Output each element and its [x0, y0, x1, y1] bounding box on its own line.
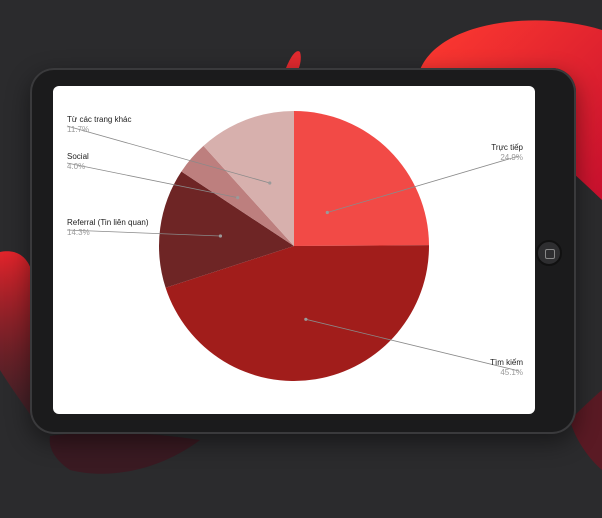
- decor-blob-bottom-left: [49, 432, 200, 474]
- pie-chart: [66, 111, 520, 382]
- label-referral: Referral (Tin liên quan) 14.3%: [67, 218, 149, 238]
- leader-dot: [325, 210, 329, 215]
- slice-label-percent: 24.9%: [500, 153, 523, 162]
- slice-label-name: Tìm kiếm: [490, 358, 523, 367]
- slice-label-name: Referral (Tin liên quan): [67, 218, 149, 227]
- tablet-home-button: [536, 240, 562, 266]
- decor-blob-top-center: [286, 51, 301, 70]
- decor-blob-left: [0, 251, 34, 420]
- pie-slice: [294, 111, 429, 246]
- leader-line: [66, 229, 221, 237]
- leader-line: [66, 125, 270, 184]
- label-tu-cac-trang-khac: Từ các trang khác 11.7%: [67, 115, 132, 135]
- pie-slice: [165, 245, 430, 382]
- pie-slice: [203, 111, 294, 246]
- leader-dot: [218, 234, 223, 238]
- pie-slice: [159, 171, 294, 288]
- pie-slice: [181, 145, 294, 246]
- slice-label-percent: 4.0%: [67, 162, 86, 171]
- label-tim-kiem: Tìm kiếm 45.1%: [490, 358, 523, 378]
- leader-dot: [236, 196, 240, 200]
- label-truc-tiep: Trực tiếp 24.9%: [491, 143, 523, 163]
- slice-label-percent: 45.1%: [500, 368, 523, 377]
- tablet-screen: Trực tiếp 24.9% Tìm kiếm 45.1% Referral …: [53, 86, 535, 414]
- leader-dot: [268, 181, 272, 185]
- leader-line: [327, 155, 520, 213]
- label-social: Social 4.0%: [67, 152, 89, 172]
- slice-label-name: Từ các trang khác: [67, 115, 132, 124]
- leader-line: [66, 162, 238, 198]
- slice-label-percent: 14.3%: [67, 228, 90, 237]
- home-square-icon: [545, 249, 555, 259]
- leader-line: [305, 318, 520, 372]
- slice-label-name: Social: [67, 152, 89, 161]
- slice-label-name: Trực tiếp: [491, 143, 523, 152]
- slice-label-percent: 11.7%: [67, 125, 90, 134]
- decor-blob-bottom-right: [570, 390, 602, 470]
- leader-dot: [304, 317, 308, 321]
